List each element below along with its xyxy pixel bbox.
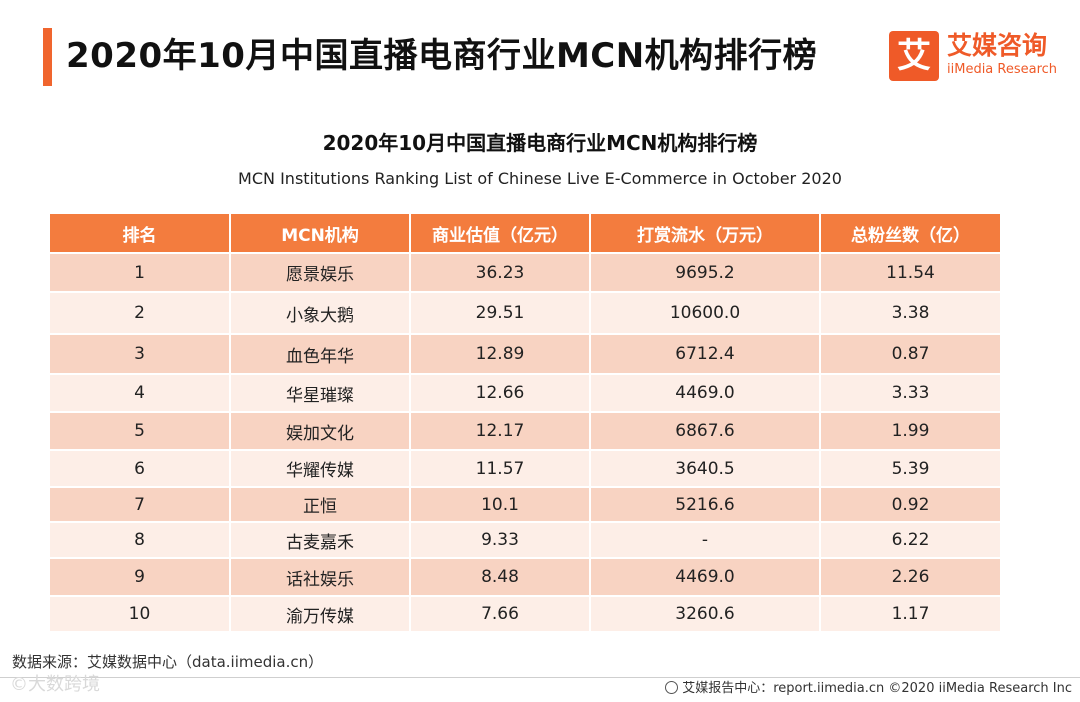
cell-rank: 9 [50, 557, 231, 596]
table-header-row: 排名 MCN机构 商业估值（亿元） 打赏流水（万元） 总粉丝数（亿） [50, 214, 1000, 253]
logo-name-en: iiMedia Research [947, 62, 1058, 77]
cell-fans: 3.33 [820, 373, 1000, 412]
cell-valuation: 10.1 [410, 486, 591, 522]
page-title: 2020年10月中国直播电商行业MCN机构排行榜 [66, 36, 818, 76]
cell-valuation: 8.48 [410, 557, 591, 596]
cell-tips: 10600.0 [590, 291, 821, 334]
footer-divider [0, 677, 1080, 678]
cell-mcn: 娱加文化 [230, 411, 411, 450]
cell-rank: 2 [50, 291, 231, 334]
cell-valuation: 12.66 [410, 373, 591, 412]
iimedia-logo: 艾 艾媒咨询 iiMedia Research [889, 31, 1064, 81]
cell-valuation: 12.17 [410, 411, 591, 450]
cell-tips: 3640.5 [590, 449, 821, 487]
cell-valuation: 29.51 [410, 291, 591, 334]
cell-rank: 6 [50, 449, 231, 487]
cell-mcn: 渝万传媒 [230, 595, 411, 631]
table-row: 1 愿景娱乐 36.23 9695.2 11.54 [50, 252, 1000, 292]
cell-valuation: 12.89 [410, 333, 591, 374]
cell-rank: 10 [50, 595, 231, 631]
column-header-fans: 总粉丝数（亿） [820, 214, 1000, 253]
cell-tips: 5216.6 [590, 486, 821, 522]
table-row: 7 正恒 10.1 5216.6 0.92 [50, 486, 1000, 522]
cell-mcn: 愿景娱乐 [230, 252, 411, 292]
table-row: 10 渝万传媒 7.66 3260.6 1.17 [50, 595, 1000, 631]
logo-name-cn: 艾媒咨询 [947, 31, 1048, 60]
cell-fans: 5.39 [820, 449, 1000, 487]
footer-text: 艾媒报告中心：report.iimedia.cn ©2020 iiMedia R… [682, 681, 1072, 696]
cell-valuation: 7.66 [410, 595, 591, 631]
cell-mcn: 话社娱乐 [230, 557, 411, 596]
cell-mcn: 血色年华 [230, 333, 411, 374]
cell-mcn: 华星璀璨 [230, 373, 411, 412]
table-row: 5 娱加文化 12.17 6867.6 1.99 [50, 411, 1000, 450]
table-row: 2 小象大鹅 29.51 10600.0 3.38 [50, 291, 1000, 334]
ranking-table: 排名 MCN机构 商业估值（亿元） 打赏流水（万元） 总粉丝数（亿） 1 愿景娱乐… [50, 214, 1000, 631]
cell-fans: 6.22 [820, 521, 1000, 558]
cell-rank: 5 [50, 411, 231, 450]
cell-valuation: 9.33 [410, 521, 591, 558]
cell-valuation: 36.23 [410, 252, 591, 292]
cell-tips: 6867.6 [590, 411, 821, 450]
cell-mcn: 古麦嘉禾 [230, 521, 411, 558]
logo-mark: 艾 [889, 31, 939, 81]
globe-icon [665, 681, 679, 694]
cell-fans: 11.54 [820, 252, 1000, 292]
cell-mcn: 正恒 [230, 486, 411, 522]
footer: 艾媒报告中心：report.iimedia.cn ©2020 iiMedia R… [665, 680, 1072, 698]
table-row: 8 古麦嘉禾 9.33-6.22 [50, 521, 1000, 558]
cell-mcn: 华耀传媒 [230, 449, 411, 487]
cell-rank: 4 [50, 373, 231, 412]
table-row: 6 华耀传媒 11.57 3640.5 5.39 [50, 449, 1000, 487]
table-title-en: MCN Institutions Ranking List of Chinese… [238, 169, 842, 188]
cell-rank: 8 [50, 521, 231, 558]
cell-rank: 3 [50, 333, 231, 374]
cell-fans: 0.92 [820, 486, 1000, 522]
cell-fans: 1.17 [820, 595, 1000, 631]
cell-fans: 1.99 [820, 411, 1000, 450]
table-row: 3 血色年华 12.89 6712.4 0.87 [50, 333, 1000, 374]
title-accent-bar [43, 28, 52, 86]
cell-fans: 0.87 [820, 333, 1000, 374]
cell-fans: 3.38 [820, 291, 1000, 334]
column-header-valuation: 商业估值（亿元） [410, 214, 591, 253]
table-row: 9 话社娱乐 8.48 4469.0 2.26 [50, 557, 1000, 596]
cell-tips: 3260.6 [590, 595, 821, 631]
watermark: ©大数跨境 [10, 674, 100, 695]
cell-rank: 1 [50, 252, 231, 292]
column-header-rank: 排名 [50, 214, 231, 253]
column-header-mcn: MCN机构 [230, 214, 411, 253]
cell-mcn: 小象大鹅 [230, 291, 411, 334]
cell-tips: 6712.4 [590, 333, 821, 374]
cell-rank: 7 [50, 486, 231, 522]
data-source: 数据来源：艾媒数据中心（data.iimedia.cn） [12, 653, 324, 671]
cell-valuation: 11.57 [410, 449, 591, 487]
column-header-tips: 打赏流水（万元） [590, 214, 821, 253]
cell-tips: 9695.2 [590, 252, 821, 292]
table-title-cn: 2020年10月中国直播电商行业MCN机构排行榜 [322, 131, 758, 155]
cell-tips: 4469.0 [590, 557, 821, 596]
cell-tips: - [590, 521, 821, 558]
table-row: 4 华星璀璨 12.66 4469.0 3.33 [50, 373, 1000, 412]
cell-fans: 2.26 [820, 557, 1000, 596]
cell-tips: 4469.0 [590, 373, 821, 412]
